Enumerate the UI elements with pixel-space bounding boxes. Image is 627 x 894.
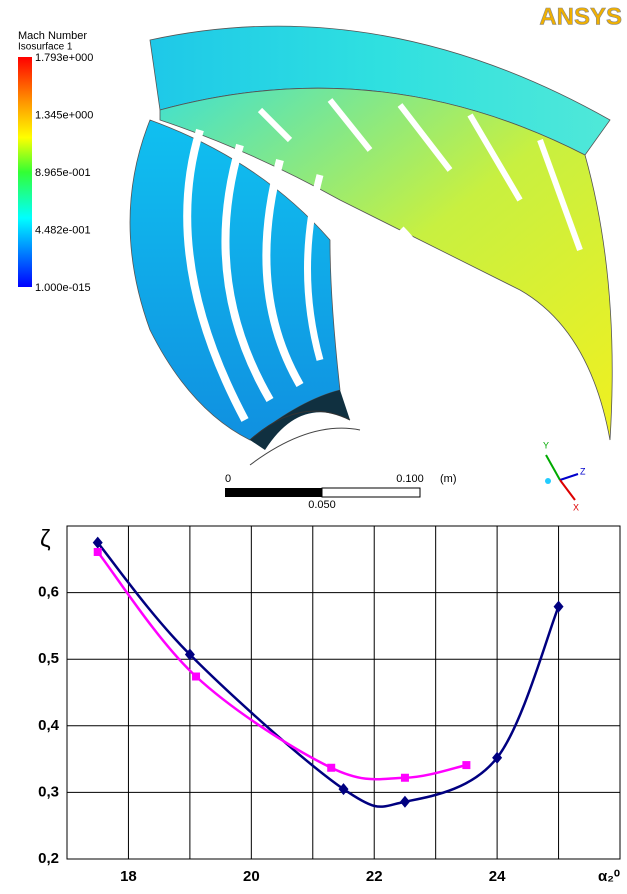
marker [462, 761, 470, 769]
marker [327, 764, 335, 772]
y-tick-label: 0,6 [38, 584, 59, 601]
y-tick-label: 0,4 [38, 717, 60, 734]
y-tick-label: 0,3 [38, 783, 59, 800]
colorbar [18, 57, 32, 287]
scale-bar-dark [225, 488, 322, 497]
x-tick-label: 18 [120, 868, 137, 885]
scale-start: 0 [225, 473, 231, 485]
x-axis-label: α₂⁰ [598, 868, 620, 885]
logo: ANSYS [539, 3, 622, 30]
triad-x: X [573, 502, 579, 512]
x-tick-label: 22 [366, 868, 383, 885]
scale-unit: (m) [440, 473, 457, 485]
colorbar-label: 1.000e-015 [35, 282, 91, 294]
axes-triad: Y Z X [543, 440, 586, 512]
x-tick-label: 20 [243, 868, 260, 885]
colorbar-label: 4.482e-001 [35, 224, 91, 236]
colorbar-label: 8.965e-001 [35, 167, 91, 179]
x-tick-label: 24 [489, 868, 506, 885]
y-tick-label: 0,5 [38, 650, 59, 667]
y-tick-label: 0,2 [38, 850, 59, 867]
colorbar-label: 1.345e+000 [35, 109, 93, 121]
scale-end: 0.100 [396, 473, 424, 485]
colorbar-title: Mach Number [18, 30, 87, 42]
plot-area [67, 526, 620, 859]
cfd-render [130, 26, 612, 465]
chart: 0,2 0,3 0,4 0,5 0,6 18 20 22 24 [38, 526, 620, 885]
y-axis-label: ζ [40, 525, 51, 552]
scale-bar-light [322, 488, 420, 497]
triad-z: Z [580, 466, 586, 476]
marker [94, 548, 102, 556]
colorbar-label: 1.793e+000 [35, 52, 93, 64]
scale-middle: 0.050 [308, 499, 336, 511]
marker [401, 774, 409, 782]
marker [192, 673, 200, 681]
triad-y: Y [543, 440, 549, 450]
colorbar-labels: 1.793e+000 1.345e+000 8.965e-001 4.482e-001… [35, 52, 93, 294]
